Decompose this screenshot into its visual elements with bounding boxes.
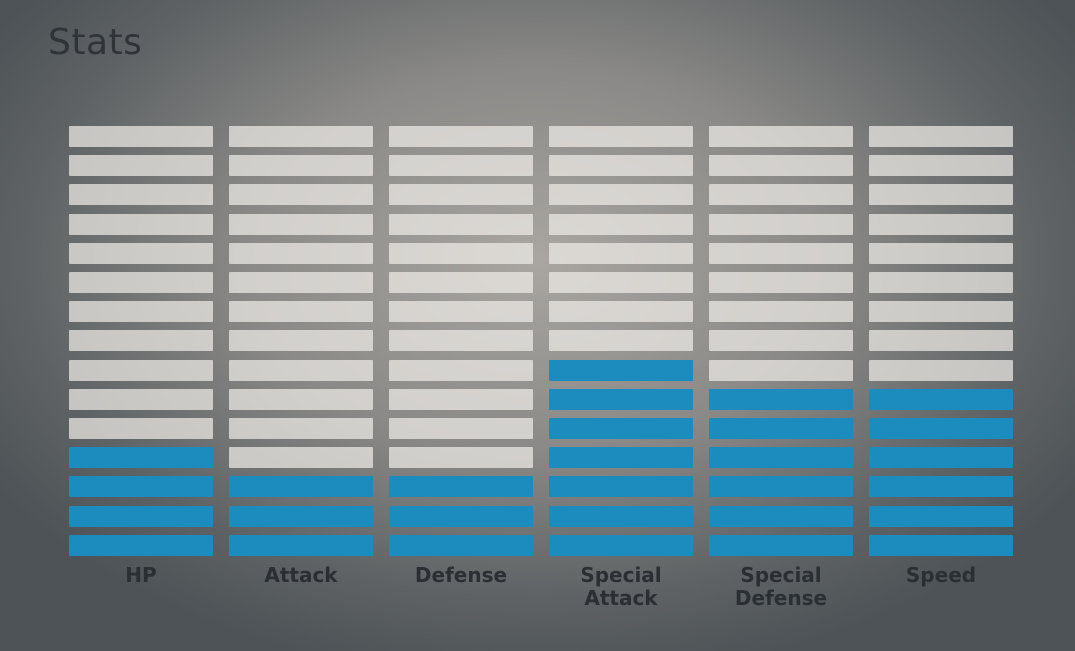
bar-segment-empty [549,301,693,322]
bar-segment-filled [869,447,1013,468]
bar-segment-filled [549,476,693,497]
bar-segment-empty [709,184,853,205]
bar-segment-filled [229,476,373,497]
category-label: Attack [264,563,338,587]
bar-segment-filled [709,506,853,527]
bar-segment-empty [549,214,693,235]
bar-segment-empty [389,126,533,147]
bar-segment-filled [869,476,1013,497]
bar-segment-empty [389,447,533,468]
bar-segment-empty [69,360,213,381]
bar-segment-filled [69,476,213,497]
bar-segment-empty [709,360,853,381]
bar-segment-empty [69,155,213,176]
bar-segment-empty [549,126,693,147]
bar-segment-empty [69,301,213,322]
bar-segment-empty [869,330,1013,351]
bar-segment-filled [229,506,373,527]
category-label: Special Attack [580,563,662,610]
bar-segment-empty [709,330,853,351]
bar-segment-empty [389,360,533,381]
bar-segment-empty [389,330,533,351]
bar-segment-empty [229,126,373,147]
bar-segment-filled [389,476,533,497]
bar-segment-empty [229,272,373,293]
bar-segment-empty [549,330,693,351]
bar-segment-empty [69,126,213,147]
bar-segment-empty [869,243,1013,264]
category-label: Speed [905,563,977,587]
bar-segment-empty [389,418,533,439]
bar-segment-empty [229,389,373,410]
bar-segment-filled [869,389,1013,410]
bar-segment-empty [69,330,213,351]
bar-segment-filled [869,535,1013,556]
bar-segment-empty [549,243,693,264]
bar-segment-filled [549,447,693,468]
bar-segment-empty [389,155,533,176]
bar-segment-empty [229,155,373,176]
bar-segment-empty [69,418,213,439]
bar-segment-filled [869,506,1013,527]
bar-segment-empty [389,389,533,410]
bar-segment-empty [709,126,853,147]
bar-segment-empty [229,360,373,381]
bar-segment-empty [69,389,213,410]
bar-segment-filled [389,506,533,527]
bar-segment-empty [389,301,533,322]
bar-segment-empty [709,243,853,264]
bar-segment-empty [229,330,373,351]
bar-segment-filled [709,389,853,410]
bar-segment-empty [389,214,533,235]
bar-segment-filled [549,535,693,556]
page-title: Stats [48,22,143,63]
bar-segment-filled [69,506,213,527]
bar-segment-empty [869,214,1013,235]
bar-segment-filled [709,418,853,439]
bar-segment-empty [69,214,213,235]
bar-segment-empty [709,272,853,293]
bar-segment-filled [69,535,213,556]
bar-segment-filled [229,535,373,556]
bar-segment-filled [549,418,693,439]
category-label: Defense [414,563,508,587]
bar-segment-filled [549,389,693,410]
bar-segment-empty [709,214,853,235]
category-label: HP [125,563,157,587]
bar-segment-empty [389,272,533,293]
bar-segment-empty [229,184,373,205]
bar-segment-empty [69,184,213,205]
bar-segment-empty [709,155,853,176]
bar-segment-empty [869,155,1013,176]
bar-segment-empty [389,243,533,264]
bar-segment-filled [709,476,853,497]
bar-segment-empty [69,272,213,293]
bar-segment-empty [229,301,373,322]
bar-segment-empty [549,184,693,205]
bar-segment-filled [549,506,693,527]
bar-segment-empty [69,243,213,264]
bar-segment-filled [389,535,533,556]
bar-segment-filled [549,360,693,381]
bar-segment-empty [869,126,1013,147]
bar-segment-filled [869,418,1013,439]
bar-segment-filled [709,447,853,468]
bar-segment-empty [229,418,373,439]
bar-segment-empty [229,243,373,264]
bar-segment-empty [229,214,373,235]
bar-segment-empty [709,301,853,322]
bar-segment-filled [69,447,213,468]
bar-segment-empty [549,272,693,293]
bar-segment-empty [869,360,1013,381]
bar-segment-empty [389,184,533,205]
bar-segment-empty [869,301,1013,322]
bar-segment-filled [709,535,853,556]
category-label: Special Defense [734,563,828,610]
bar-segment-empty [869,272,1013,293]
bar-segment-empty [869,184,1013,205]
bar-segment-empty [549,155,693,176]
bar-segment-empty [229,447,373,468]
